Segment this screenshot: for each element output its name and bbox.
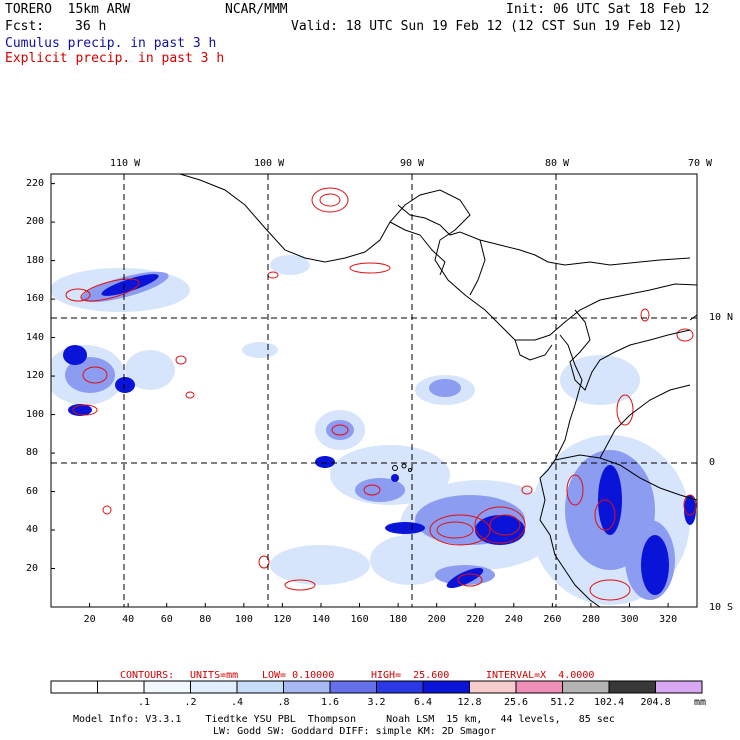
colorbar-label: 3.2 [367,697,386,708]
map-frame [50,173,698,608]
colorbar-box [562,680,610,694]
colorbar-label: .8 [277,697,290,708]
grid-label-y: 160 [26,293,45,305]
colorbar-box [469,680,517,694]
colorbar-box [190,680,238,694]
grid-label-x: 160 [350,614,369,625]
grid-label-y: 140 [26,331,45,343]
organization-label: NCAR/MMM [225,2,288,17]
lon-label-80w: 80 W [545,158,570,169]
colorbar-box [655,680,703,694]
lat-label-10s: 10 S [709,602,734,613]
grid-label-y: 80 [26,447,39,459]
grid-label-y: 60 [26,485,39,497]
grid-label-x: 40 [122,614,135,625]
colorbar-label: 102.4 [594,697,625,708]
colorbar-box [283,680,331,694]
grid-label-x: 200 [427,614,446,625]
grid-label-y: 180 [26,254,45,266]
grid-label-x: 240 [504,614,523,625]
colorbar-box [376,680,424,694]
grid-label-y: 220 [26,177,45,189]
colorbar-label: .1 [138,697,151,708]
contours-units: UNITS=mm [190,670,239,681]
colorbar-label: 12.8 [457,697,482,708]
contours-high: HIGH= 25.600 [371,670,450,681]
grid-label-x: 180 [389,614,408,625]
contours-interval: INTERVAL=X 4.0000 [486,670,595,681]
grid-label-x: 140 [311,614,331,625]
precipitation-field [51,187,697,605]
grid-label-y: 20 [26,562,39,574]
colorbar-label: .2 [184,697,197,708]
colorbar-box [515,680,563,694]
colorbar-unit: mm [694,697,707,708]
grid-label-y: 100 [26,408,45,420]
colorbar-label: 6.4 [414,697,433,708]
colorbar-label: 204.8 [640,697,671,708]
colorbar-label: 1.6 [321,697,340,708]
model-title: TORERO 15km ARW [5,2,131,17]
model-info-line: Model Info: V3.3.1 Tiedtke YSU PBL Thomp… [73,714,615,725]
lon-label-70w: 70 W [688,158,713,169]
valid-time: Valid: 18 UTC Sun 19 Feb 12 (12 CST Sun … [291,19,683,34]
model-physics-line: LW: Godd SW: Goddard DIFF: simple KM: 2D… [213,726,496,737]
grid-label-x: 20 [83,614,96,625]
explicit-precip-label: Explicit precip. in past 3 h [5,51,225,66]
colorbar-box [143,680,191,694]
grid-label-x: 100 [234,614,253,625]
grid-label-x: 80 [199,614,212,625]
forecast-hours: 36 h [75,19,107,34]
lon-label-90w: 90 W [400,158,425,169]
colorbar-box [97,680,145,694]
lat-label-10n: 10 N [709,312,734,323]
lat-lon-grid [51,174,697,607]
colorbar-label: .4 [231,697,244,708]
lon-label-100w: 100 W [254,158,285,169]
grid-label-x: 280 [581,614,600,625]
grid-label-x: 300 [620,614,639,625]
grid-label-y: 120 [26,370,45,382]
colorbar-box [236,680,284,694]
colorbar-box [50,680,98,694]
init-time: Init: 06 UTC Sat 18 Feb 12 [506,2,710,17]
grid-label-x: 120 [273,614,292,625]
colorbar-box [422,680,470,694]
contours-label: CONTOURS: [120,670,175,681]
coastlines [179,174,698,607]
contours-low: LOW= 0.10000 [262,670,335,681]
forecast-label: Fcst: [5,19,45,34]
colorbar-label: 25.6 [504,697,529,708]
cumulus-precip-label: Cumulus precip. in past 3 h [5,36,217,51]
grid-label-x: 220 [466,614,485,625]
lat-label-0: 0 [709,457,716,468]
colorbar-box [608,680,656,694]
grid-label-y: 40 [26,524,39,536]
grid-label-x: 320 [659,614,678,625]
grid-label-y: 200 [26,216,45,228]
grid-label-x: 60 [160,614,173,625]
grid-label-x: 260 [543,614,562,625]
lon-label-110w: 110 W [110,158,141,169]
colorbar-label: 51.2 [550,697,575,708]
colorbar-box [329,680,377,694]
